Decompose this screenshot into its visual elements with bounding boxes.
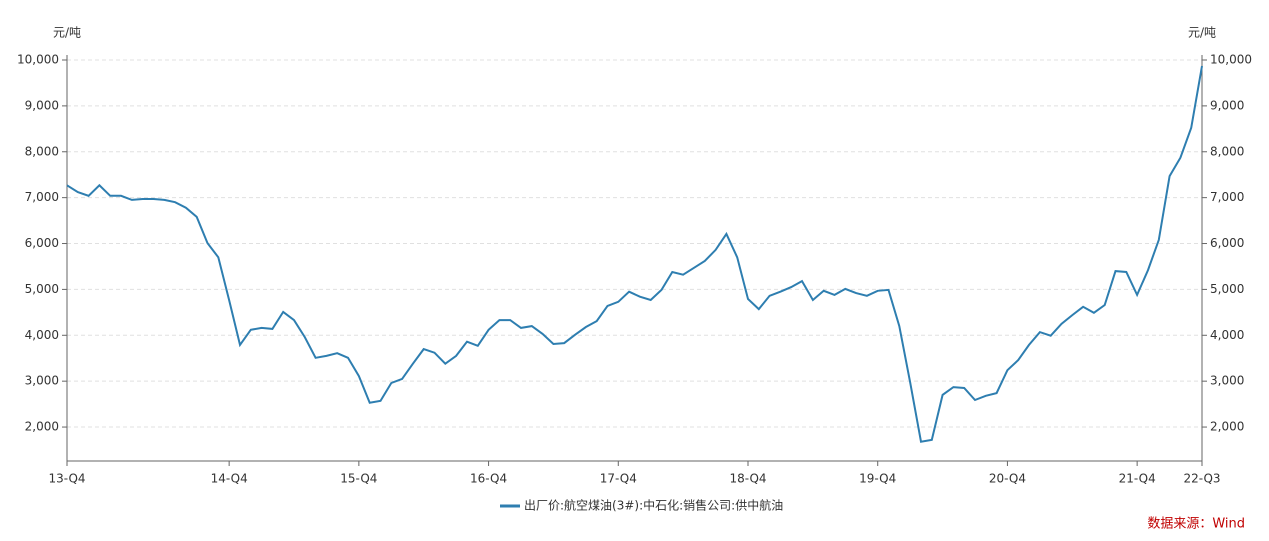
x-tick-label: 19-Q4 xyxy=(859,472,896,486)
y2-tick-label: 5,000 xyxy=(1210,282,1244,296)
x-tick-label: 22-Q3 xyxy=(1183,472,1220,486)
x-tick-label: 15-Q4 xyxy=(340,472,377,486)
y-tick-label: 2,000 xyxy=(25,420,59,434)
y-axis-unit: 元/吨 xyxy=(53,26,81,40)
x-tick-label: 17-Q4 xyxy=(600,472,637,486)
y2-tick-label: 10,000 xyxy=(1210,53,1252,67)
source-note: 数据来源：Wind xyxy=(1147,517,1245,532)
legend-label: 出厂价:航空煤油(3#):中石化:销售公司:供中航油 xyxy=(524,498,783,513)
x-tick-label: 16-Q4 xyxy=(470,472,507,486)
y2-axis-unit: 元/吨 xyxy=(1188,26,1216,40)
x-tick-label: 13-Q4 xyxy=(48,472,85,486)
y-tick-label: 8,000 xyxy=(25,144,59,158)
y-tick-label: 5,000 xyxy=(25,282,59,296)
x-tick-label: 14-Q4 xyxy=(211,472,248,486)
y-tick-label: 6,000 xyxy=(25,236,59,250)
y2-tick-label: 7,000 xyxy=(1210,190,1244,204)
y2-tick-label: 2,000 xyxy=(1210,420,1244,434)
x-tick-label: 21-Q4 xyxy=(1119,472,1156,486)
x-tick-label: 20-Q4 xyxy=(989,472,1026,486)
data-line xyxy=(66,65,1203,443)
y2-tick-label: 8,000 xyxy=(1210,144,1244,158)
y-tick-label: 4,000 xyxy=(25,328,59,342)
y-tick-label: 7,000 xyxy=(25,190,59,204)
y-tick-label: 9,000 xyxy=(25,98,59,112)
y2-tick-label: 4,000 xyxy=(1210,328,1244,342)
y2-tick-label: 3,000 xyxy=(1210,374,1244,388)
x-tick-label: 18-Q4 xyxy=(729,472,766,486)
y2-tick-label: 6,000 xyxy=(1210,236,1244,250)
y-tick-label: 3,000 xyxy=(25,374,59,388)
y-tick-label: 10,000 xyxy=(17,53,59,67)
y2-tick-label: 9,000 xyxy=(1210,98,1244,112)
